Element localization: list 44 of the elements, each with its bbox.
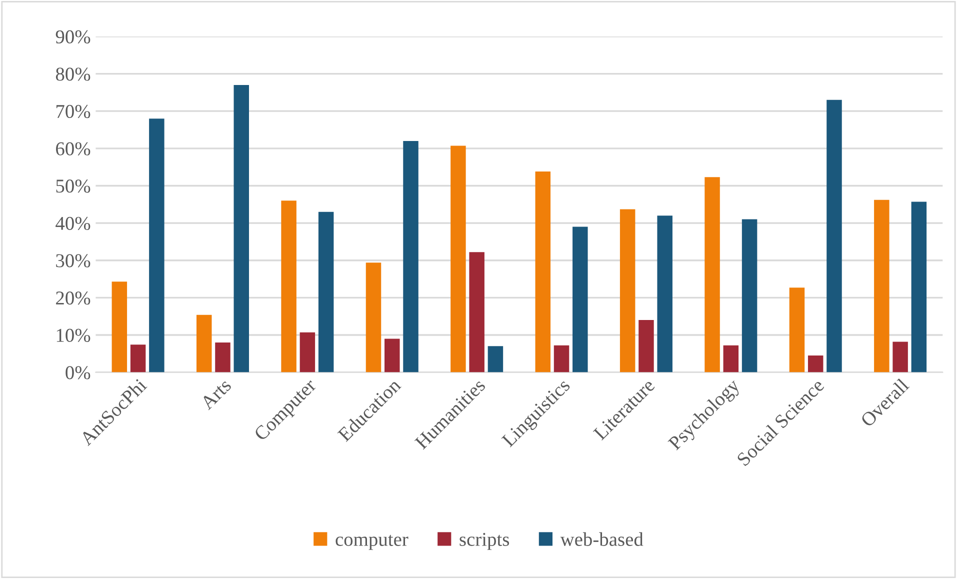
y-tick-label: 0% [66, 366, 90, 380]
bar [638, 320, 654, 372]
bar [808, 356, 824, 372]
bar [657, 216, 672, 372]
bar [234, 84, 249, 372]
bar [384, 338, 400, 372]
bar [554, 345, 570, 372]
bar [826, 100, 842, 372]
y-tick-label: 60% [56, 142, 90, 156]
bar [742, 219, 758, 372]
y-tick-label: 40% [56, 216, 90, 230]
legend-label: computer [336, 534, 408, 550]
legend-label: scripts [460, 532, 510, 550]
legend-label: web-based [560, 532, 644, 546]
bar [488, 346, 504, 372]
y-tick-label: 20% [56, 291, 90, 305]
bar [403, 140, 418, 372]
bar [469, 252, 484, 372]
x-tick-label: Arts [200, 378, 232, 410]
y-tick-label: 70% [56, 104, 90, 118]
bar [450, 146, 466, 372]
bar [215, 342, 230, 372]
bar [281, 200, 296, 372]
bar [620, 209, 636, 372]
bar [130, 344, 146, 372]
bar [911, 202, 927, 372]
bar [704, 177, 720, 372]
bar [112, 282, 128, 372]
bar [196, 314, 212, 372]
bar [366, 262, 382, 372]
y-tick-label: 50% [56, 180, 90, 193]
bar [318, 212, 334, 372]
y-tick-label: 90% [56, 30, 90, 44]
bar [535, 172, 551, 372]
y-tick-label: 30% [56, 254, 90, 268]
bar [723, 345, 739, 372]
y-tick-label: 80% [56, 68, 90, 81]
bar [300, 332, 316, 372]
bar [149, 118, 164, 372]
y-tick-label: 10% [56, 328, 90, 342]
bar [572, 226, 588, 372]
bar [789, 288, 805, 372]
bar [874, 200, 890, 372]
bar [892, 342, 908, 372]
